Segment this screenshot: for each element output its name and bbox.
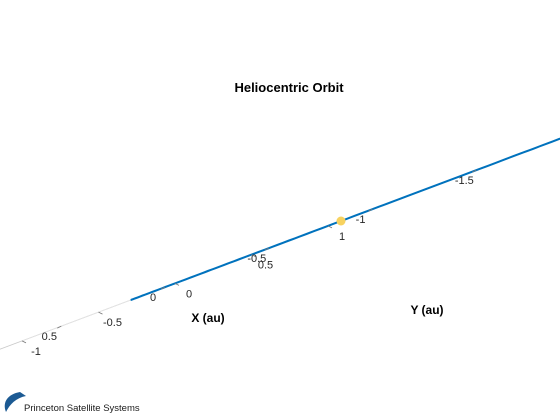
grid-line-y <box>175 88 560 283</box>
grid-line-x <box>373 74 560 209</box>
grid-line-x <box>476 35 560 170</box>
plot-plane <box>0 19 560 349</box>
x-tick-label: -1 <box>356 214 366 226</box>
orbit-path <box>131 70 560 300</box>
x-tick-label: -1.5 <box>455 175 474 187</box>
orbit-layer <box>131 70 560 300</box>
grid-line-y <box>99 117 560 312</box>
chart-title: Heliocentric Orbit <box>234 80 344 95</box>
y-tick-label: 0 <box>186 288 192 300</box>
y-tick-label: 1 <box>339 231 345 243</box>
logo-text: Princeton Satellite Systems <box>24 403 140 414</box>
y-tick-mark <box>99 312 103 314</box>
y-tick-labels: -1 -0.5 0 0.5 1 <box>22 226 345 358</box>
grid-line-y <box>328 31 560 226</box>
x-tick-label: 0 <box>150 292 156 304</box>
y-tick-label: -0.5 <box>103 317 122 329</box>
x-axis-label: X (au) <box>191 311 224 325</box>
grid-line-x <box>269 113 560 248</box>
y-tick-mark <box>22 341 26 343</box>
x-tick-label: 0.5 <box>42 331 57 343</box>
logo-swoosh-icon <box>5 392 26 412</box>
y-tick-label: -1 <box>31 346 41 358</box>
y-tick-label: 0.5 <box>258 260 273 272</box>
y-axis-label: Y (au) <box>410 303 443 317</box>
sun-marker <box>337 217 346 226</box>
chart-grid <box>0 19 560 349</box>
company-logo: Princeton Satellite Systems <box>5 392 140 414</box>
